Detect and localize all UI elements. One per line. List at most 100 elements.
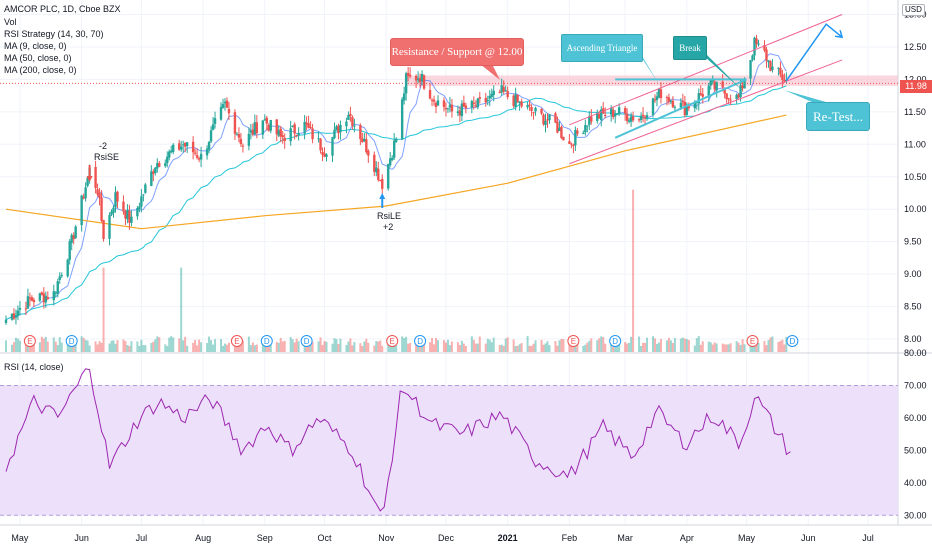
candle-body [625, 113, 629, 122]
volume-bar [158, 337, 161, 352]
volume-bar [263, 342, 266, 352]
candle-body [534, 107, 537, 112]
volume-bar [140, 339, 143, 352]
candle-body [470, 101, 474, 108]
candle-body [108, 215, 111, 239]
volume-bar [771, 336, 774, 352]
candle-body [757, 43, 760, 45]
volume-bar [520, 343, 523, 352]
volume-bar [458, 345, 461, 352]
candle-body [179, 146, 183, 150]
volume-bar [136, 341, 139, 352]
price-tick-label: 10.00 [904, 204, 927, 214]
resistance-band [0, 75, 898, 86]
candle-body [164, 163, 167, 166]
volume-bar [192, 342, 195, 352]
volume-bar [632, 189, 635, 352]
candle-body [574, 129, 577, 146]
moving-averages [5, 53, 787, 321]
long-signal-arrowhead [379, 193, 386, 199]
volume-bar [351, 345, 354, 352]
volume-bar [321, 344, 324, 352]
candle-body [420, 73, 424, 82]
volume-bar [586, 342, 589, 352]
candle-body [54, 292, 57, 294]
volume-bar [196, 345, 199, 352]
rsi-tick-label: 50.00 [904, 445, 927, 455]
candle-body [544, 120, 547, 125]
volume-bar [781, 339, 784, 352]
candle-body [233, 112, 237, 134]
volume-bar [168, 337, 171, 352]
candle-body [325, 154, 328, 157]
candle-body [446, 108, 450, 110]
legend-title: AMCOR PLC, 1D, Cboe BZX [4, 4, 121, 14]
candle-body [100, 197, 103, 221]
dividend-marker [260, 335, 273, 347]
candle-body [32, 299, 36, 303]
candle-body [46, 297, 50, 299]
candle-body [779, 67, 782, 75]
rsi-line [5, 368, 791, 512]
candle-body [28, 297, 32, 299]
volume-bar [331, 343, 334, 352]
candle-body [211, 124, 215, 130]
candle-body [269, 119, 272, 131]
candle-body [112, 207, 115, 213]
candle-body [783, 79, 786, 82]
volume-bar [277, 342, 280, 352]
volume-bar [743, 344, 746, 352]
volume-bar [685, 339, 688, 352]
volume-bar [624, 342, 627, 352]
dividend-marker-label: D [69, 337, 75, 346]
candle-body [379, 179, 382, 181]
triangle-bottom-line [614, 78, 747, 139]
volume-bar [711, 344, 714, 352]
volume-bar [701, 341, 704, 352]
volume-bar [683, 338, 686, 352]
candle-body [681, 101, 685, 103]
candle-body [462, 102, 466, 107]
candle-body [333, 129, 336, 139]
volume-bar [150, 342, 153, 352]
volume-bar [58, 337, 61, 352]
volume-bar [122, 339, 125, 352]
candle-body [755, 38, 758, 44]
volume-bar [644, 342, 647, 352]
candle-body [185, 142, 189, 147]
time-tick-label: May [11, 533, 29, 543]
volume-bar [659, 338, 662, 352]
candle-body [584, 125, 587, 133]
drawings [86, 14, 844, 208]
candle-body [432, 99, 436, 102]
volume-bar [590, 338, 593, 352]
volume-bar [220, 338, 223, 352]
legend-ma9: MA (9, close, 0) [4, 41, 67, 51]
candle-body [741, 85, 744, 89]
volume-bar [673, 337, 676, 352]
volume-bar [415, 342, 418, 352]
candle-body [275, 119, 278, 135]
volume-bar [504, 338, 507, 352]
candle-body [26, 296, 30, 309]
volume-bar [88, 345, 91, 352]
rsi-tick-label: 60.00 [904, 413, 927, 423]
candle-body [484, 97, 487, 103]
candle-body [351, 117, 354, 126]
candle-body [526, 105, 529, 108]
volume-bar [474, 343, 477, 352]
volume-bar [528, 345, 531, 352]
volume-bar [446, 339, 449, 352]
candle-body [392, 140, 396, 158]
volume-bar [725, 344, 728, 352]
volume-bar [309, 339, 312, 352]
volume-bar [261, 344, 264, 352]
candle-body [207, 142, 211, 150]
candle-body [506, 90, 509, 97]
volume-bar [28, 342, 31, 352]
volume-bar [602, 337, 605, 352]
volume-bar [518, 344, 521, 352]
volume-bar [506, 337, 509, 352]
volume-bar [642, 342, 645, 352]
candle-body [387, 164, 390, 189]
